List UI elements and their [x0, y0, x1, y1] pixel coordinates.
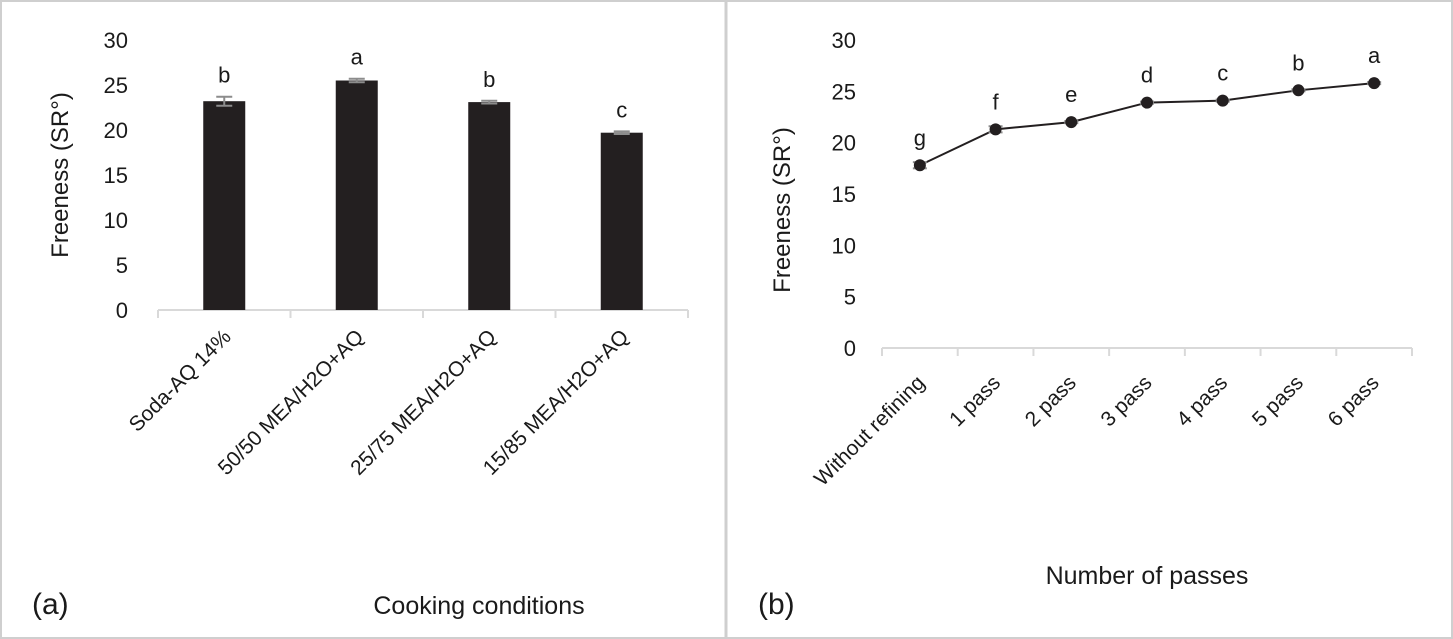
panel-a-significance-0: b: [218, 63, 230, 88]
panel-b-category-label-5: 5 pass: [1248, 371, 1308, 431]
panel-b-y-axis-label: Freeness (SR°): [769, 127, 796, 293]
panel-b-category-label-1: 1 pass: [945, 371, 1005, 431]
panel-a-category-label-2: 25/75 MEA/H2O+AQ: [346, 325, 501, 480]
panel-b-line-chart: 0 5 10 15 20 25 30 g f e d c b a Without refining 1 p…: [758, 28, 1413, 621]
panel-b-point-1: [989, 123, 1002, 136]
panel-b-y-tick-label-3: 15: [832, 182, 856, 207]
panel-a-bars: [203, 80, 643, 310]
panel-a-error-bars: [216, 77, 630, 136]
panel-b-point-3: [1141, 96, 1153, 109]
panel-a-bar-1: [335, 80, 378, 310]
panel-a-label: (a): [32, 588, 69, 621]
panel-b-y-tick-label-1: 5: [844, 285, 856, 310]
panel-a-y-ticks: 0 5 10 15 20 25 30: [104, 28, 128, 323]
panel-a-bar-0: [203, 101, 246, 310]
panel-b-category-label-0: Without refining: [810, 371, 929, 490]
panel-a-significance-3: c: [616, 97, 627, 122]
panel-b-y-tick-label-6: 30: [832, 28, 856, 53]
panel-a-error-bar-0: [216, 95, 233, 107]
panel-b-significance-5: b: [1292, 50, 1304, 75]
panel-b-point-4: [1216, 94, 1229, 107]
panel-a-significance-2: b: [483, 67, 495, 92]
panel-b-significance-0: g: [914, 125, 926, 150]
panel-a-y-tick-label-2: 10: [104, 208, 128, 233]
panel-a-y-tick-label-3: 15: [104, 163, 128, 188]
panel-a-error-bar-1: [348, 77, 365, 84]
panel-a-category-label-0: Soda-AQ 14%: [125, 325, 236, 436]
panel-b-category-label-3: 3 pass: [1097, 371, 1157, 431]
panel-b-points: [913, 77, 1381, 172]
panel-b-error-bars: [912, 81, 1382, 170]
panel-a-category-label-3: 15/85 MEA/H2O+AQ: [479, 325, 634, 480]
panel-a-category-label-1: 50/50 MEA/H2O+AQ: [214, 325, 369, 480]
panel-b-label: (b): [758, 588, 795, 621]
panel-a-x-axis-label: Cooking conditions: [373, 592, 584, 620]
panel-b-y-tick-label-4: 20: [832, 131, 856, 156]
panel-b-point-2: [1065, 116, 1078, 129]
panel-a-error-bar-3: [613, 130, 630, 136]
panel-b-category-label-6: 6 pass: [1324, 371, 1384, 431]
panel-a-y-tick-label-5: 25: [104, 73, 128, 98]
panel-a-y-tick-label-0: 0: [116, 298, 128, 323]
panel-b-significance-2: e: [1065, 82, 1077, 107]
panel-b-y-tick-label-2: 10: [832, 233, 856, 258]
panel-b-category-label-4: 4 pass: [1172, 371, 1232, 431]
panel-b-significance-4: c: [1217, 61, 1228, 86]
panel-a-bar-2: [468, 102, 511, 310]
panel-b-series-line: [919, 82, 1375, 167]
panel-b-category-labels: Without refining 1 pass 2 pass 3 pass 4 pass…: [810, 371, 1384, 490]
panel-b-point-0: [913, 159, 926, 172]
panel-b-significance-1: f: [993, 89, 1000, 114]
panel-b-point-6: [1368, 77, 1381, 90]
panel-a-y-axis-label: Freeness (SR°): [47, 92, 74, 258]
panel-b-point-5: [1292, 84, 1305, 97]
panel-b-significance-letters: g f e d c b a: [914, 43, 1381, 150]
panel-a-bar-3: [600, 132, 643, 310]
panel-b-y-tick-label-0: 0: [844, 336, 856, 361]
panel-b-y-ticks: 0 5 10 15 20 25 30: [832, 28, 856, 361]
panel-b-significance-3: d: [1141, 63, 1153, 88]
panel-b-x-axis-label: Number of passes: [1046, 562, 1249, 590]
panel-b-category-label-2: 2 pass: [1021, 371, 1081, 431]
panel-a-x-tick-marks: [157, 310, 689, 318]
panel-b-x-tick-marks: [881, 348, 1413, 356]
panel-a-significance-1: a: [351, 45, 364, 70]
panel-a-y-tick-label-1: 5: [116, 253, 128, 278]
panel-a-y-tick-label-6: 30: [104, 28, 128, 53]
panel-a-bar-chart: 0 5 10 15 20 25 30 b a b c Soda-AQ 14%50/50 MEA/H…: [32, 28, 689, 621]
panel-b-significance-6: a: [1368, 43, 1381, 68]
panel-a-y-tick-label-4: 20: [104, 118, 128, 143]
panel-a-error-bar-2: [481, 99, 498, 105]
panel-b-y-tick-label-5: 25: [832, 79, 856, 104]
panel-a-significance-letters: b a b c: [218, 45, 627, 123]
